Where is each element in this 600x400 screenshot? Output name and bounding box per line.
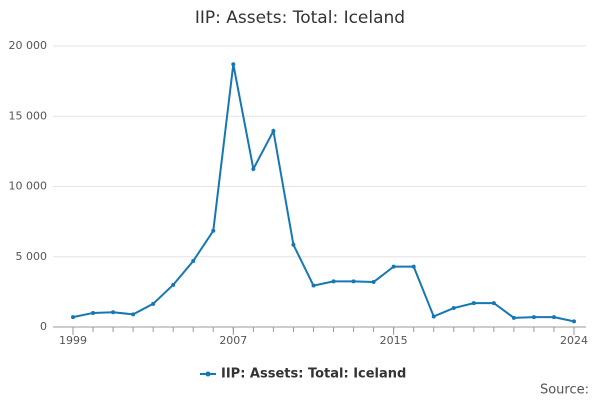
point [531, 315, 536, 320]
point [191, 258, 196, 263]
point [271, 129, 276, 134]
y-tick-label: 15 000 [9, 109, 48, 122]
point [171, 282, 176, 287]
point [131, 312, 136, 317]
y-tick-label: 0 [40, 320, 47, 333]
point [211, 228, 216, 233]
point [351, 279, 356, 284]
y-tick-label: 5 000 [16, 250, 48, 263]
chart-title: IIP: Assets: Total: Iceland [195, 8, 405, 28]
point [331, 279, 336, 284]
point [411, 264, 416, 269]
point [251, 166, 256, 171]
point [511, 315, 516, 320]
point [71, 315, 75, 320]
x-tick-label: 2015 [380, 334, 408, 347]
y-tick-label: 20 000 [9, 39, 48, 52]
point [111, 310, 116, 315]
point [471, 301, 476, 306]
x-tick-label: 2007 [219, 334, 247, 347]
source: Source: [540, 383, 589, 398]
point [291, 242, 296, 247]
point [151, 301, 156, 306]
y-tick-label: 10 000 [9, 180, 48, 193]
point [391, 264, 396, 269]
point [311, 283, 316, 288]
legend-marker [205, 371, 211, 377]
x-tick-label: 1999 [59, 334, 87, 347]
point [491, 301, 496, 306]
point [431, 314, 436, 319]
point [91, 310, 96, 315]
legend-label: IIP: Assets: Total: Iceland [221, 367, 406, 382]
point [551, 315, 556, 320]
point [451, 306, 456, 311]
point [231, 62, 236, 67]
point [371, 280, 376, 285]
x-tick-label: 2024 [560, 334, 588, 347]
line [72, 64, 575, 323]
point [572, 319, 576, 324]
